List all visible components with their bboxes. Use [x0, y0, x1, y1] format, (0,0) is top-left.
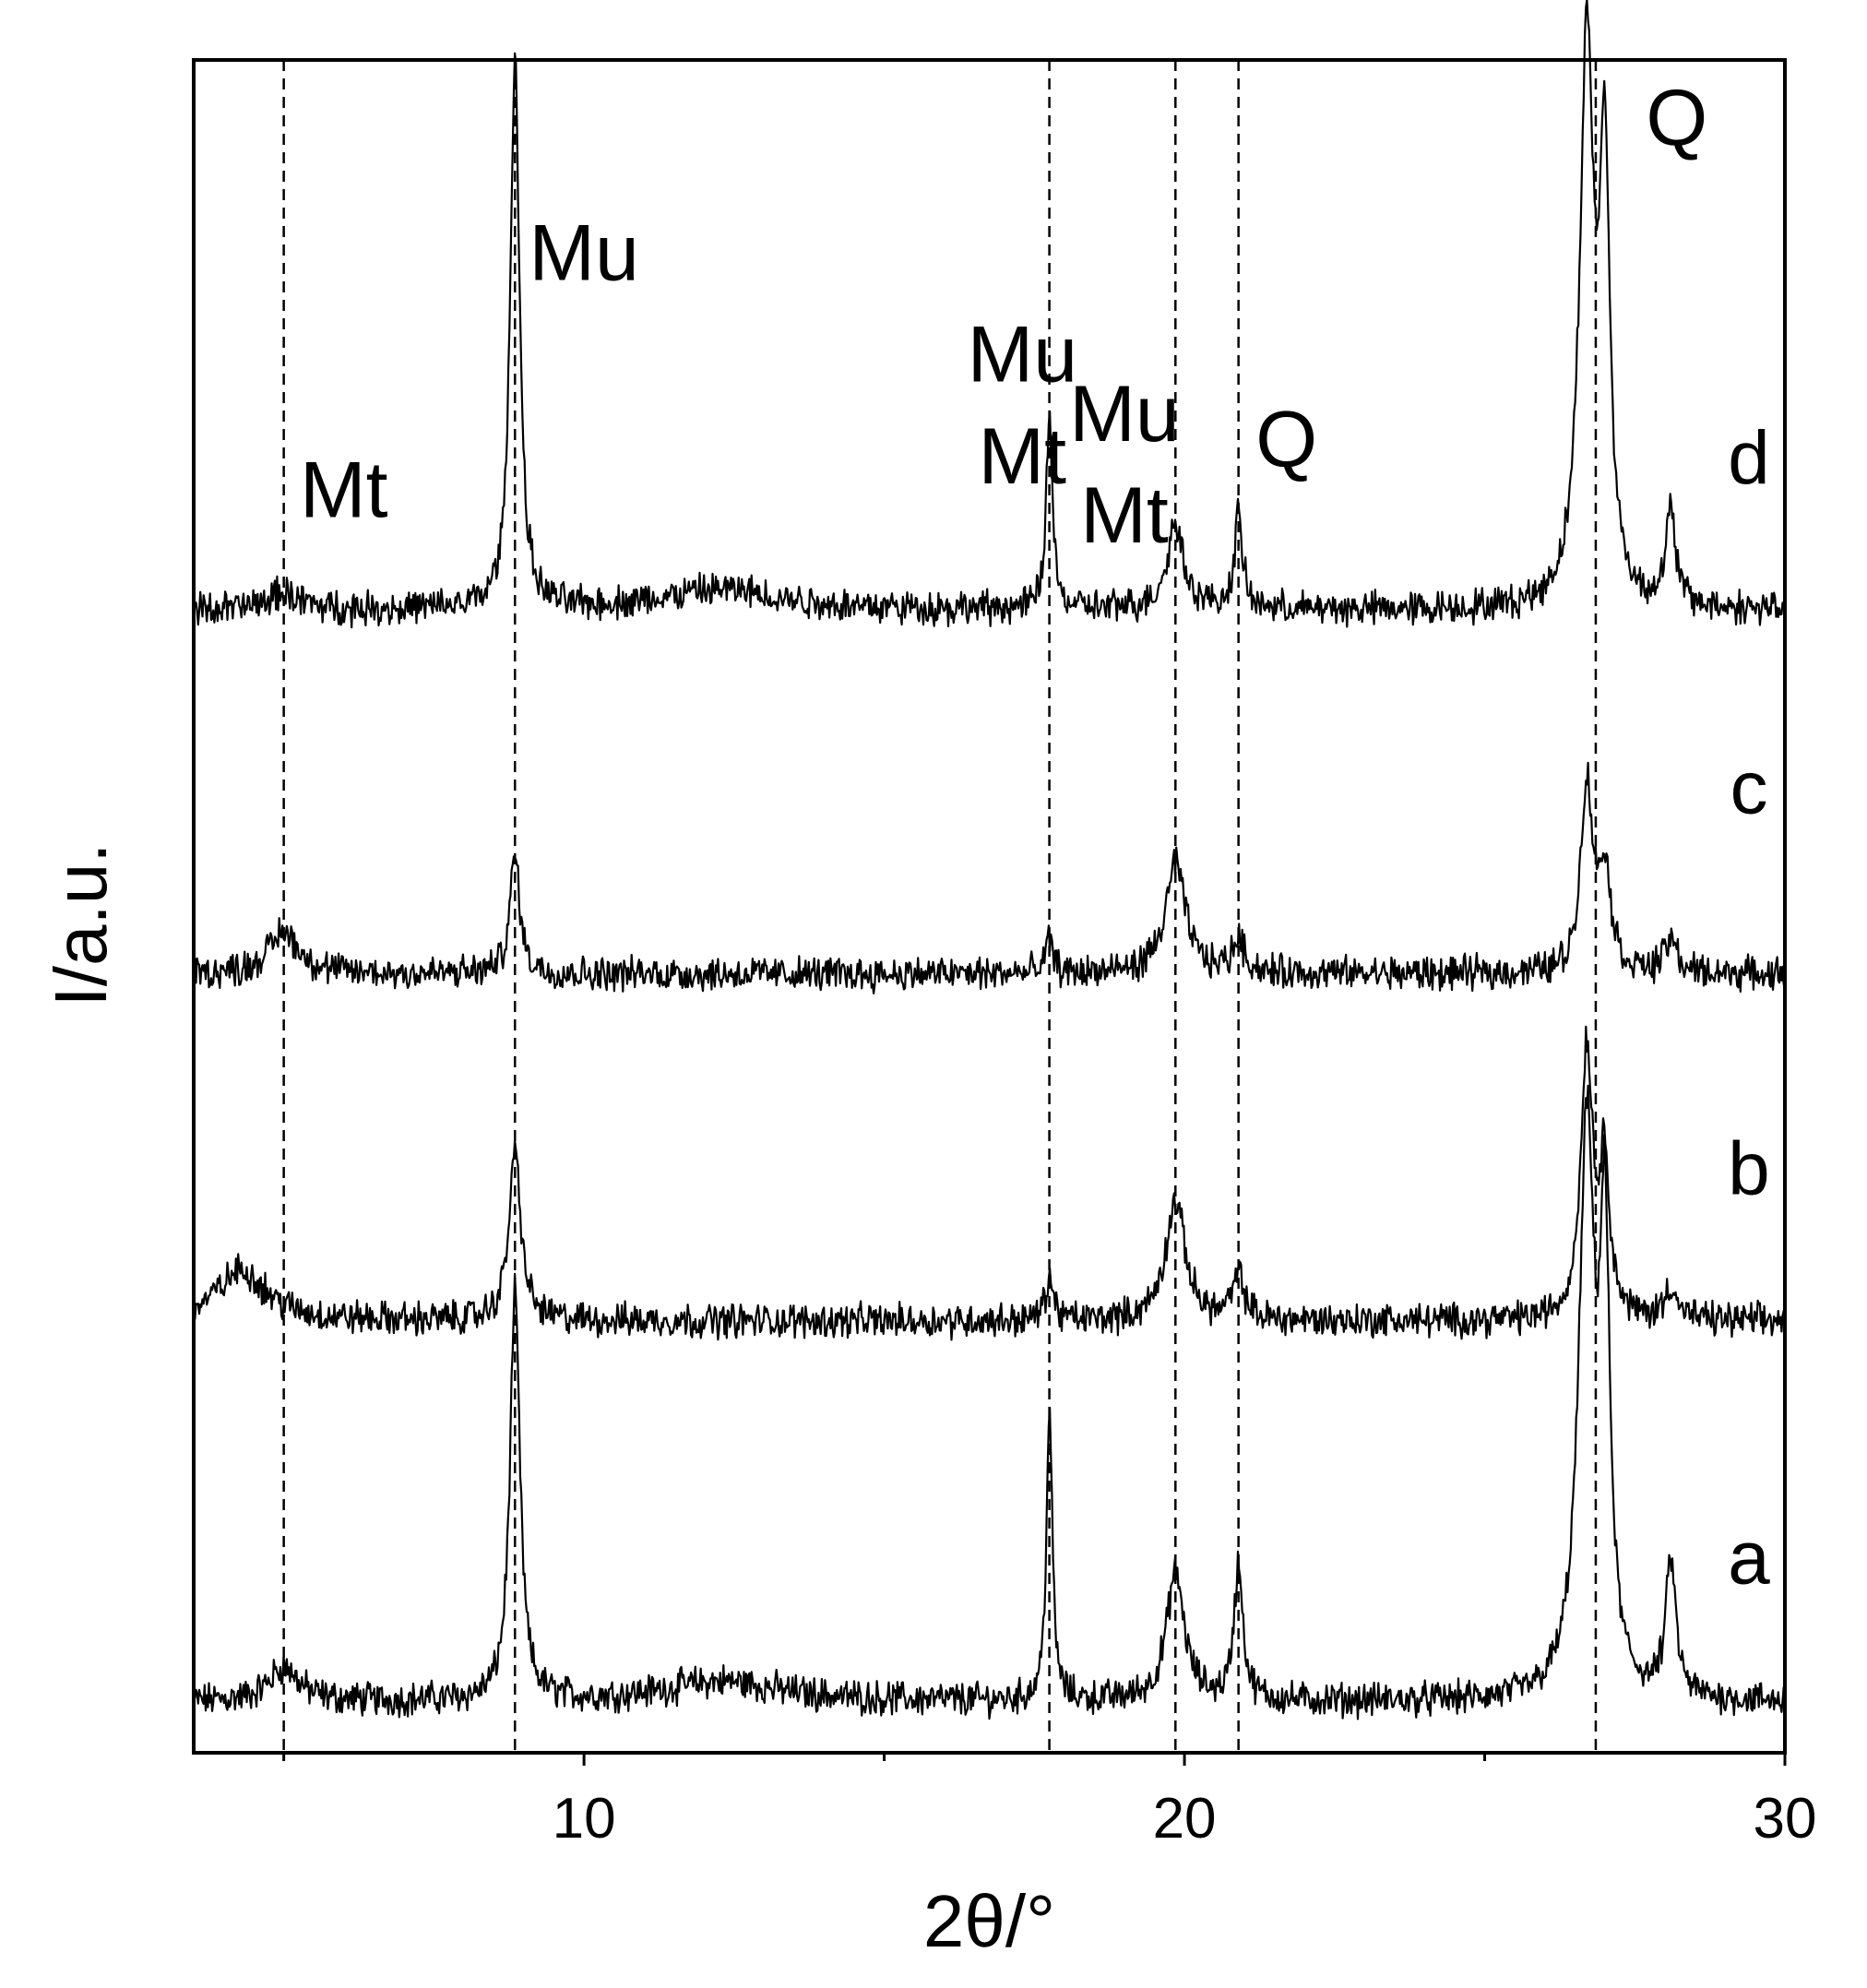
x-axis-title: 2θ/° [923, 1880, 1055, 1962]
peak-annotation: Mt [300, 446, 388, 534]
peak-annotation: Mt [1080, 471, 1169, 560]
series-labels: a b c d [1728, 416, 1770, 1601]
x-tick-label: 10 [553, 1787, 616, 1851]
series-trace-c [194, 761, 1786, 994]
x-tick-label: 30 [1754, 1787, 1817, 1851]
peak-annotation: Q [1646, 74, 1707, 162]
peak-annotation: Mt [979, 412, 1067, 501]
plot-frame [192, 58, 1787, 1755]
y-axis-title: I/a.u. [40, 843, 122, 1007]
peak-annotation: Q [1255, 395, 1317, 483]
series-trace-a [194, 1084, 1786, 1720]
x-axis-ticks: 10 20 30 [282, 1753, 1817, 1851]
reference-lines [282, 60, 1598, 1753]
series-traces [194, 0, 1786, 1720]
series-trace-b [194, 1025, 1786, 1341]
series-trace-d [194, 0, 1786, 629]
series-label-a: a [1728, 1517, 1770, 1601]
x-tick-label: 20 [1153, 1787, 1217, 1851]
series-label-d: d [1728, 416, 1770, 500]
peak-annotation: Mu [1069, 370, 1179, 458]
peak-annotation: Mu [529, 209, 638, 298]
peak-annotation: Mu [968, 311, 1077, 399]
series-label-b: b [1728, 1126, 1770, 1210]
series-label-c: c [1730, 746, 1767, 830]
